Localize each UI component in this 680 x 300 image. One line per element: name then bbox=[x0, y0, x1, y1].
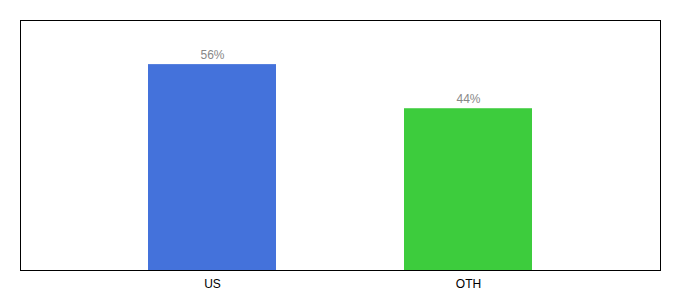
svg-text:44%: 44% bbox=[456, 92, 480, 106]
svg-text:OTH: OTH bbox=[456, 277, 481, 291]
svg-text:56%: 56% bbox=[200, 48, 224, 62]
svg-text:US: US bbox=[204, 277, 221, 291]
